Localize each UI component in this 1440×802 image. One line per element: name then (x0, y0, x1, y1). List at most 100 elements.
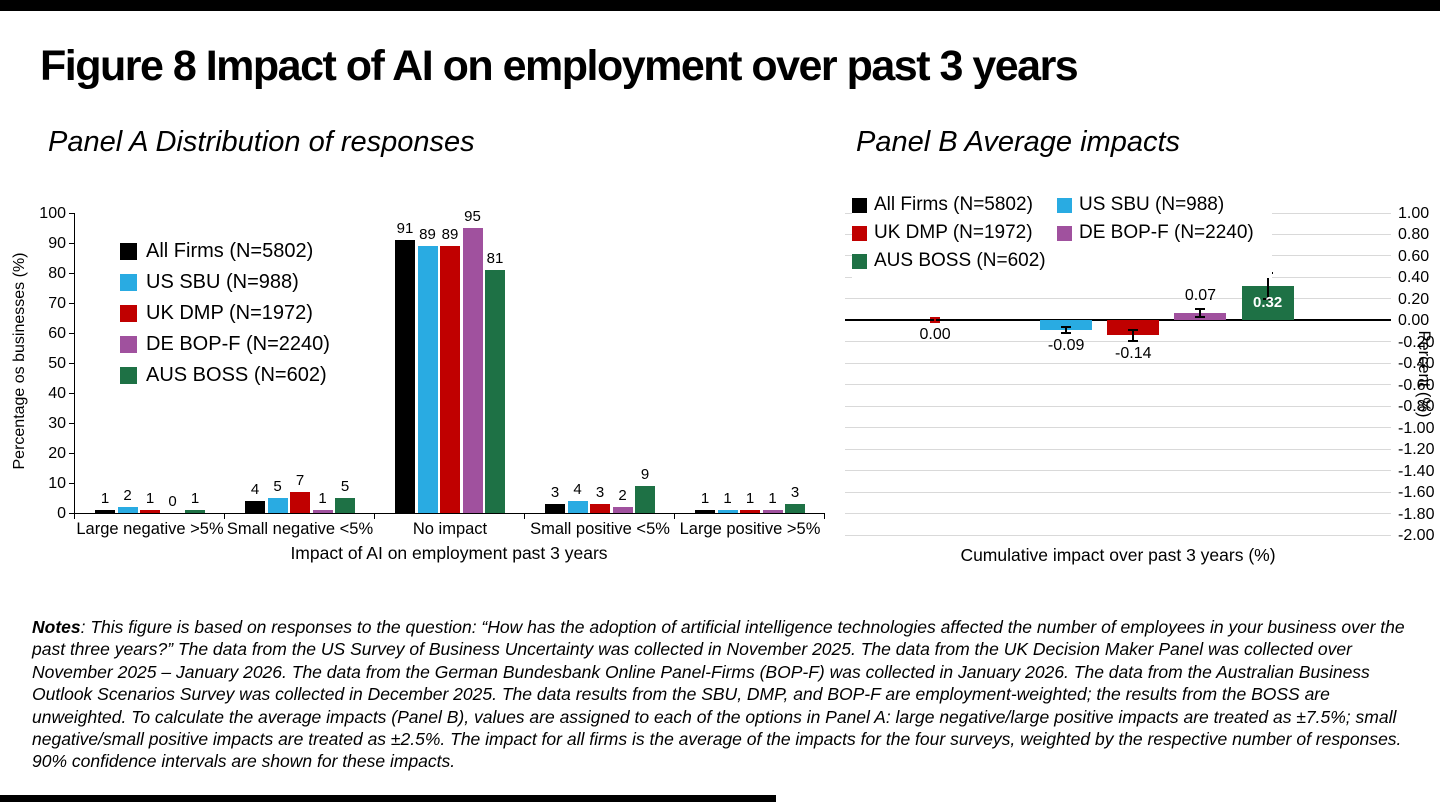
panel-b-error-bar-cap (930, 321, 941, 324)
panel-a-bar (762, 510, 783, 513)
panel-b-gridline (845, 491, 1391, 493)
panel-b-bar-value: 0.00 (919, 326, 951, 344)
panel-a-bar (545, 504, 565, 513)
panel-b-error-bar (1266, 273, 1269, 299)
panel-b-y-tick-label: -1.60 (1398, 484, 1435, 502)
panel-a-bar-value: 1 (768, 490, 777, 507)
panel-b-gridline (845, 534, 1391, 536)
notes-text: : This figure is based on responses to t… (32, 617, 1405, 772)
panel-a-x-axis-label: Impact of AI on employment past 3 years (290, 543, 608, 563)
panel-a-y-tick-mark (69, 363, 74, 364)
panel-a-bar (245, 501, 265, 513)
panel-a-y-tick-label: 80 (48, 265, 66, 282)
panel-b-gridline (845, 362, 1391, 364)
panel-b-error-bar-cap (1195, 316, 1206, 319)
panel-b-bar-value: -0.09 (1047, 337, 1085, 355)
panel-b-gridline (845, 448, 1391, 450)
panel-b-gridline (845, 427, 1391, 429)
panel-a-bar (417, 246, 438, 513)
panel-a-bar (185, 510, 205, 513)
panel-a-bar (740, 510, 760, 513)
panel-b-error-bar (1199, 308, 1202, 318)
panel-a-bar-value: 0 (168, 493, 177, 510)
panel-b-y-tick-label: -1.20 (1398, 441, 1435, 459)
panel-b-title: Panel B Average impacts (856, 126, 1181, 158)
panel-a-category-label: Small negative <5% (226, 520, 374, 538)
panel-a-bar (395, 240, 415, 513)
panel-a-bar (590, 504, 610, 513)
panel-a-y-tick-mark (69, 453, 74, 454)
panel-a-category-label: Large negative >5% (76, 520, 224, 538)
panel-a-bar (612, 507, 633, 513)
panel-a-bar (335, 498, 355, 513)
panel-a-y-tick-mark (69, 243, 74, 244)
panel-b-y-tick-label: -0.40 (1398, 355, 1435, 373)
panel-b-error-bar-cap (1061, 325, 1072, 328)
panel-b-error-bar-cap (1195, 307, 1206, 310)
legend-swatch (852, 254, 867, 269)
panel-b-y-tick-label: 0.60 (1398, 247, 1430, 265)
panel-a-bar-value: 4 (250, 481, 260, 498)
panel-a-bar-value: 1 (318, 490, 327, 507)
panel-a-bar-value: 89 (441, 226, 459, 243)
legend-label: DE BOP-F (N=2240) (146, 333, 330, 355)
panel-a-y-tick-label: 30 (48, 415, 66, 432)
panel-a-bar (485, 270, 505, 513)
panel-a-bar-value: 1 (190, 490, 200, 507)
panel-b-gridline (845, 405, 1391, 407)
panel-a-bar-value: 5 (273, 478, 282, 495)
legend-swatch (120, 274, 137, 291)
panel-a-y-tick-mark (69, 423, 74, 424)
panel-a-x-tick-mark (524, 513, 525, 519)
panel-a-legend-item: AUS BOSS (N=602) (120, 364, 380, 388)
panel-a-legend-item: UK DMP (N=1972) (120, 302, 380, 326)
panel-a-bar-value: 3 (550, 484, 560, 501)
panel-a-x-tick-mark (824, 513, 825, 519)
panel-a-x-tick-mark (374, 513, 375, 519)
panel-a-x-tick-mark (74, 513, 75, 519)
panel-b-y-tick-label: 0.40 (1398, 269, 1430, 287)
legend-label: AUS BOSS (N=602) (146, 364, 327, 386)
panel-b-y-tick-label: 0.80 (1398, 226, 1430, 244)
legend-swatch (1057, 198, 1072, 213)
panel-a-x-axis-line (74, 513, 825, 514)
panel-a-category-label: Large positive >5% (679, 520, 821, 538)
panel-a-y-tick-label: 0 (57, 505, 66, 522)
panel-b-error-bar-cap (1128, 328, 1139, 331)
panel-a-bar-value: 7 (295, 472, 305, 489)
panel-a-bar-value: 1 (100, 490, 110, 507)
panel-a-bar-value: 4 (573, 481, 582, 498)
panel-a-y-tick-label: 20 (48, 445, 66, 462)
legend-label: DE BOP-F (N=2240) (1079, 222, 1254, 243)
panel-b-y-tick-label: -0.80 (1398, 398, 1435, 416)
panel-a-bar (140, 510, 160, 513)
panel-b-error-bar (1065, 326, 1068, 334)
panel-a-y-tick-label: 100 (39, 205, 66, 222)
panel-a-x-tick-mark (674, 513, 675, 519)
panel-b-gridline (845, 341, 1391, 343)
legend-label: UK DMP (N=1972) (874, 222, 1033, 243)
panel-b-bar-value: -0.14 (1115, 344, 1152, 362)
panel-a-category-label: Small positive <5% (530, 520, 670, 538)
panel-a-bar (635, 486, 655, 513)
figure-title: Figure 8 Impact of AI on employment over… (40, 42, 1079, 90)
panel-a-legend-item: DE BOP-F (N=2240) (120, 333, 380, 357)
panel-a-bar (117, 507, 138, 513)
panel-a-bar (567, 501, 588, 513)
panel-a-legend-item: US SBU (N=988) (120, 271, 380, 295)
panel-b-y-tick-label: -0.20 (1398, 333, 1435, 351)
panel-a-bar (717, 510, 738, 513)
panel-b-error-bar-cap (1262, 297, 1273, 300)
legend-label: All Firms (N=5802) (874, 194, 1033, 215)
panel-b-x-axis-label: Cumulative impact over past 3 years (%) (960, 545, 1276, 565)
panel-a-bar (462, 228, 483, 513)
panel-b-y-tick-label: -1.40 (1398, 462, 1435, 480)
panel-a-y-tick-mark (69, 393, 74, 394)
panel-b-bar-value: 0.07 (1184, 286, 1216, 304)
panel-a-bar (440, 246, 460, 513)
panel-a-y-tick-mark (69, 273, 74, 274)
legend-swatch (852, 198, 867, 213)
legend-label: US SBU (N=988) (1079, 194, 1225, 215)
panel-a-bar-value: 95 (464, 208, 481, 225)
